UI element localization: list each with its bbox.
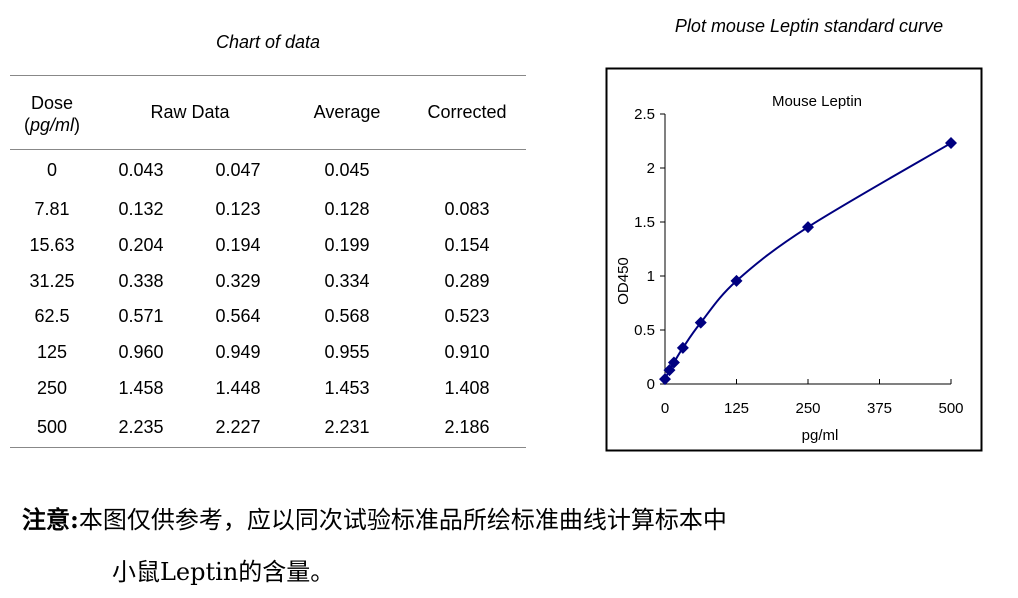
cell-raw2: 0.047 <box>215 160 261 180</box>
cell-raw2: 0.123 <box>215 199 261 219</box>
x-tick-label: 125 <box>724 400 749 417</box>
cell-raw2: 2.227 <box>215 417 261 437</box>
data-point-diamond <box>694 316 707 329</box>
x-tick-label: 500 <box>938 400 963 417</box>
y-axis-label: OD450 <box>615 257 632 305</box>
y-tick-label: 2.5 <box>634 106 655 123</box>
table-title: Chart of data <box>215 32 321 52</box>
cell-raw1: 1.458 <box>118 378 164 398</box>
cell-corrected: 0.083 <box>444 199 490 219</box>
cell-dose: 7.81 <box>34 199 70 219</box>
data-point-diamond <box>676 341 689 354</box>
chart-heading: Plot mouse Leptin standard curve <box>674 16 944 36</box>
chart-title: Mouse Leptin <box>772 93 862 110</box>
cell-corrected: 0.523 <box>444 306 490 326</box>
cell-corrected: 0.289 <box>444 271 490 291</box>
cell-average: 0.045 <box>324 160 370 180</box>
cell-raw2: 0.194 <box>215 235 261 255</box>
cell-average: 0.128 <box>324 199 370 219</box>
y-tick-label: 1 <box>647 268 655 285</box>
cell-average: 1.453 <box>324 378 370 398</box>
y-tick-label: 2 <box>647 160 655 177</box>
cell-corrected: 2.186 <box>444 417 490 437</box>
cell-dose: 62.5 <box>34 306 70 326</box>
cell-raw1: 0.204 <box>118 235 164 255</box>
cell-raw1: 0.043 <box>118 160 164 180</box>
x-tick-label: 250 <box>795 400 820 417</box>
header-dose: Dose (pg/ml) <box>2 92 102 136</box>
cell-dose: 125 <box>36 342 68 362</box>
cell-corrected: 0.910 <box>444 342 490 362</box>
cell-dose: 500 <box>36 417 68 437</box>
cell-average: 2.231 <box>324 417 370 437</box>
table-top-rule <box>10 75 526 76</box>
header-dose-unit: (pg/ml) <box>23 115 80 135</box>
y-tick-label: 1.5 <box>634 214 655 231</box>
cell-raw2: 0.564 <box>215 306 261 326</box>
cell-corrected: 0.154 <box>444 235 490 255</box>
x-tick-label: 375 <box>867 400 892 417</box>
data-point-diamond <box>730 274 743 287</box>
cell-raw1: 0.132 <box>118 199 164 219</box>
x-axis-label: pg/ml <box>802 427 839 444</box>
cell-average: 0.955 <box>324 342 370 362</box>
header-raw-data: Raw Data <box>150 102 230 122</box>
table-bottom-rule <box>10 447 526 448</box>
cell-dose: 31.25 <box>29 271 75 291</box>
cell-raw2: 0.949 <box>215 342 261 362</box>
cell-raw2: 0.329 <box>215 271 261 291</box>
y-tick-label: 0 <box>647 376 655 393</box>
cell-raw2: 1.448 <box>215 378 261 398</box>
data-point-diamond <box>802 221 814 234</box>
y-tick-label: 0.5 <box>634 322 655 339</box>
header-corrected: Corrected <box>427 102 507 122</box>
cell-corrected: 1.408 <box>444 378 490 398</box>
cell-raw1: 0.338 <box>118 271 164 291</box>
cell-raw1: 0.571 <box>118 306 164 326</box>
data-point-diamond <box>663 364 676 377</box>
chart-frame <box>605 67 983 452</box>
cell-dose: 15.63 <box>29 235 75 255</box>
x-tick-label: 0 <box>661 400 669 417</box>
note-line-2: 小鼠Leptin的含量。 <box>112 558 335 586</box>
note-label: 注意: <box>22 505 79 534</box>
data-point-diamond <box>945 137 957 150</box>
cell-raw1: 0.960 <box>118 342 164 362</box>
cell-average: 0.568 <box>324 306 370 326</box>
cell-average: 0.334 <box>324 271 370 291</box>
cell-raw1: 2.235 <box>118 417 164 437</box>
data-point-diamond <box>667 356 680 369</box>
note-line-1: 本图仅供参考，应以同次试验标准品所绘标准曲线计算标本中 <box>78 506 727 534</box>
header-average: Average <box>313 102 381 122</box>
note: 注意:本图仅供参考，应以同次试验标准品所绘标准曲线计算标本中 小鼠Leptin的… <box>22 494 727 598</box>
header-dose-label: Dose <box>30 93 74 113</box>
cell-dose: 250 <box>36 378 68 398</box>
cell-average: 0.199 <box>324 235 370 255</box>
cell-dose: 0 <box>46 160 57 180</box>
data-point-diamond <box>659 373 671 386</box>
table-header-rule <box>10 149 526 150</box>
header-dose-unit-text: pg/ml <box>29 115 74 135</box>
